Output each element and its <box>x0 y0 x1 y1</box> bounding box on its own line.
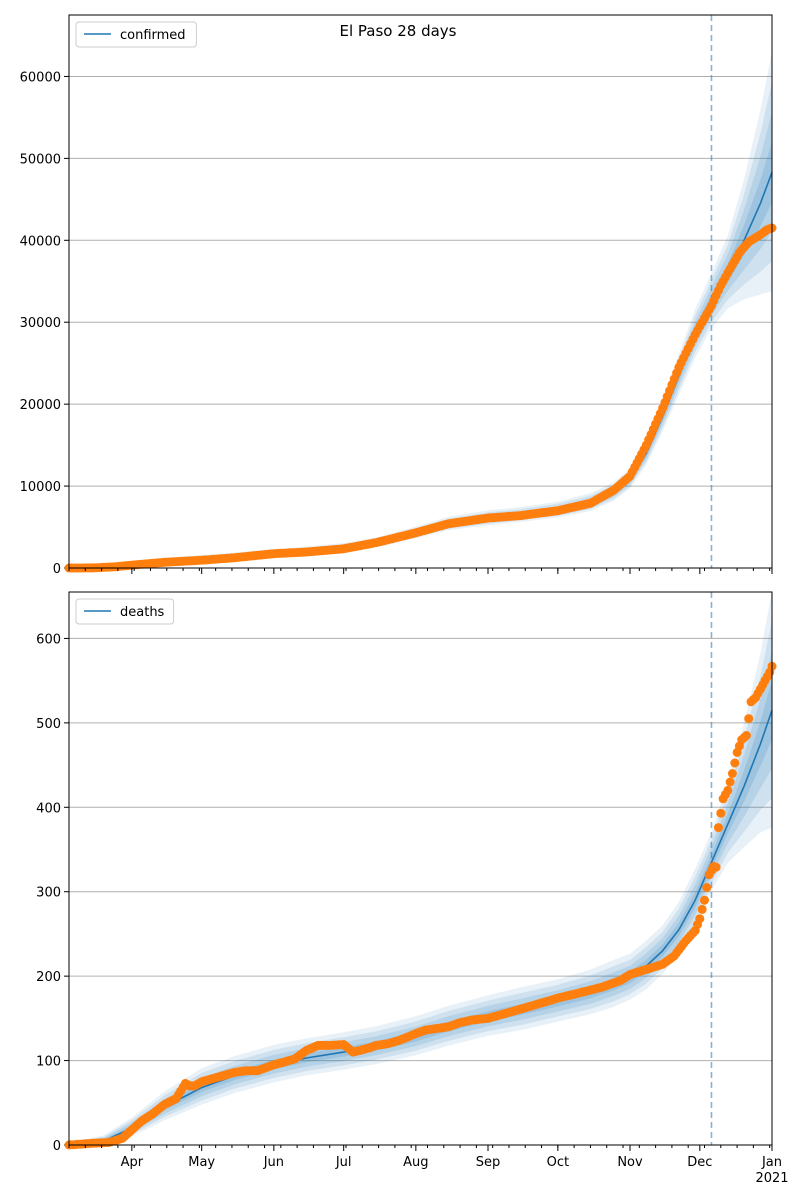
y-tick-label: 400 <box>36 801 61 816</box>
y-tick-label: 200 <box>36 970 61 985</box>
x-tick-label: Jan <box>761 1155 782 1170</box>
deaths-observed-point <box>723 785 733 795</box>
y-tick-label: 60000 <box>20 70 61 85</box>
deaths-observed-point <box>697 904 707 914</box>
y-tick-label: 0 <box>53 562 61 577</box>
deaths-observed-point <box>716 808 726 818</box>
y-tick-label: 600 <box>36 632 61 647</box>
y-tick-label: 10000 <box>20 480 61 495</box>
x-tick-label: Aug <box>403 1155 428 1170</box>
x-tick-label: May <box>188 1155 215 1170</box>
y-tick-label: 50000 <box>20 152 61 167</box>
legend-box <box>75 598 175 625</box>
y-tick-label: 30000 <box>20 316 61 331</box>
confirmed-model-line <box>68 172 773 569</box>
deaths-observed-point <box>744 714 754 724</box>
confidence-band <box>69 680 772 1145</box>
deaths-observed-point <box>700 895 709 905</box>
deaths-panel: 0 100 200 300 400 500 600 Apr May Jun Jul Aug Sep Oct… <box>36 590 789 1186</box>
axes-frame <box>68 591 773 1146</box>
confidence-band <box>69 51 772 568</box>
deaths-observed-point <box>702 883 712 892</box>
deaths-observed-point <box>727 769 737 778</box>
x-tick-label: Nov <box>617 1155 643 1170</box>
x-tick-label: Dec <box>687 1155 712 1170</box>
y-tick-label: 100 <box>36 1055 61 1070</box>
x-tick-label: Oct <box>547 1155 569 1170</box>
y-tick-label: 0 <box>53 1139 61 1154</box>
confidence-band <box>69 81 772 568</box>
x-tick-label: Jun <box>263 1155 284 1170</box>
deaths-observed-point <box>741 731 751 740</box>
axes-frame <box>68 14 773 569</box>
x-tick-label: Apr <box>121 1155 144 1170</box>
deaths-observed-point <box>725 777 735 787</box>
confidence-band <box>69 590 772 1145</box>
deaths-observed-point <box>730 758 740 768</box>
confidence-band <box>69 111 772 569</box>
chart-title: El Paso 28 days <box>340 22 457 40</box>
x-tick-label: Sep <box>476 1155 501 1170</box>
deaths-observed-point <box>711 862 721 872</box>
legend-label: confirmed <box>120 28 186 43</box>
y-tick-label: 20000 <box>20 398 61 413</box>
x-tick-label: Jul <box>335 1155 352 1170</box>
y-tick-label: 500 <box>36 717 61 732</box>
y-tick-label: 300 <box>36 886 61 901</box>
confidence-band <box>69 620 772 1145</box>
confirmed-panel: 0 10000 20000 30000 40000 50000 60000 confirmed <box>20 14 777 577</box>
confidence-band <box>69 142 772 568</box>
legend-label: deaths <box>120 605 165 620</box>
deaths-observed-point <box>714 823 723 833</box>
legend-box <box>75 21 197 48</box>
x-year-label: 2021 <box>755 1171 788 1186</box>
y-tick-label: 40000 <box>20 234 61 249</box>
confidence-band <box>69 650 772 1145</box>
deaths-observed-point <box>695 914 705 924</box>
